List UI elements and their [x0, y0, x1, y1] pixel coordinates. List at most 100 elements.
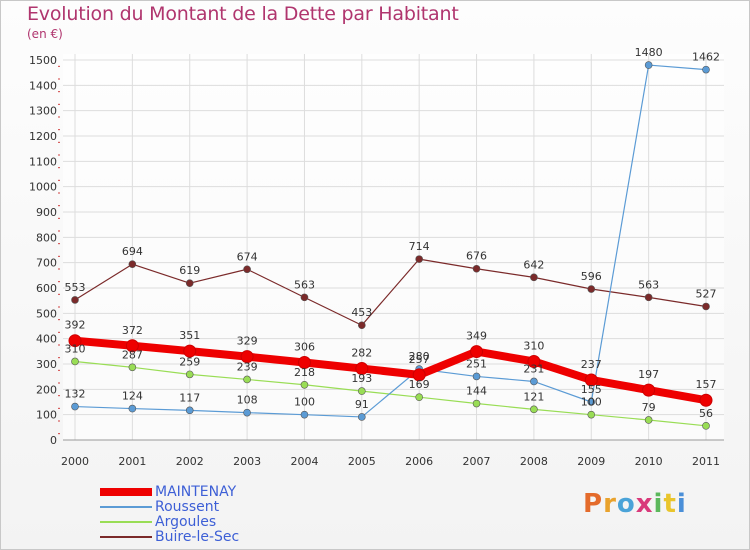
data-label: 56 — [699, 407, 713, 420]
x-tick-label: 2010 — [635, 455, 663, 468]
series-point-buire-le-sec — [358, 321, 366, 330]
series-line-buire-le-sec — [74, 258, 707, 326]
series-point-argoules — [358, 387, 366, 395]
x-tick-label: 2001 — [118, 455, 146, 468]
series-point-maintenay — [240, 350, 254, 364]
x-tick-label: 2009 — [577, 455, 605, 468]
y-tick-label: 600 — [36, 282, 57, 295]
x-tick-label: 2003 — [233, 455, 261, 468]
series-point-argoules — [300, 380, 309, 389]
legend-label: Buire-le-Sec — [155, 529, 240, 545]
series-point-buire-le-sec — [71, 296, 79, 304]
y-tick-label: 900 — [36, 206, 57, 219]
data-label: 349 — [466, 330, 487, 343]
data-label: 231 — [523, 362, 544, 375]
series-point-argoules — [415, 393, 423, 401]
data-label: 527 — [696, 287, 717, 300]
data-label: 169 — [409, 378, 430, 391]
series-point-argoules — [243, 375, 251, 384]
data-label: 91 — [355, 398, 369, 411]
y-tick-label: 1500 — [29, 54, 57, 67]
data-label: 259 — [179, 355, 200, 368]
data-label: 144 — [466, 385, 487, 398]
data-label: 121 — [523, 390, 544, 403]
series-line-roussent — [74, 64, 707, 418]
series-point-argoules — [644, 416, 653, 424]
series-point-roussent — [702, 65, 710, 74]
series-point-argoules — [128, 363, 137, 372]
series-point-argoules — [71, 357, 79, 366]
y-tick-label: 1200 — [29, 130, 57, 143]
series-line-maintenay — [71, 336, 710, 405]
data-labels-layer: 392 372 351 329 306 282 257 349 310 237 197 157 132 1… — [65, 46, 721, 420]
data-label: 1462 — [692, 51, 720, 64]
series-point-argoules — [472, 399, 481, 408]
series-point-maintenay — [470, 345, 484, 359]
series-point-maintenay — [699, 393, 713, 407]
data-label: 157 — [696, 378, 717, 391]
data-label: 79 — [642, 401, 656, 414]
data-label: 100 — [294, 396, 315, 409]
y-tick-label: 500 — [36, 307, 57, 320]
axes: 0 100 200 300 400 500 600 700 800 900 1000 1100 1200… — [29, 54, 724, 468]
data-label: 257 — [409, 353, 430, 366]
series-point-maintenay — [297, 355, 311, 369]
x-tick-label: 2002 — [176, 455, 204, 468]
data-label: 310 — [65, 342, 86, 355]
data-label: 155 — [581, 383, 602, 396]
data-label: 642 — [523, 258, 544, 271]
series-point-argoules — [530, 405, 538, 414]
data-label: 282 — [351, 347, 372, 360]
series-line-argoules — [74, 360, 707, 427]
legend-swatch — [100, 488, 152, 496]
y-tick-label: 300 — [36, 358, 57, 371]
data-label: 117 — [179, 391, 200, 404]
series-point-roussent — [644, 61, 653, 69]
series-point-roussent — [243, 408, 251, 417]
series-point-roussent — [71, 402, 79, 411]
x-tick-label: 2007 — [463, 455, 491, 468]
x-tick-label: 2004 — [290, 455, 318, 468]
chart-unit: (en €) — [27, 27, 63, 41]
data-label: 563 — [294, 278, 315, 291]
proxiti-logo: Proxiti — [583, 489, 687, 519]
series-point-argoules — [702, 422, 710, 430]
y-tick-label: 1400 — [29, 79, 57, 92]
y-tick-label: 700 — [36, 257, 57, 270]
data-label: 218 — [294, 366, 315, 379]
y-tick-label: 1100 — [29, 155, 57, 168]
y-tick-label: 0 — [50, 434, 57, 447]
series-point-roussent — [358, 413, 366, 421]
data-label: 351 — [179, 329, 200, 342]
data-label: 132 — [65, 388, 86, 401]
series-point-roussent — [128, 404, 137, 413]
data-label: 1480 — [635, 46, 663, 59]
legend-swatch — [100, 506, 152, 508]
data-label: 694 — [122, 245, 143, 258]
data-label: 310 — [523, 339, 544, 352]
x-tick-label: 2008 — [520, 455, 548, 468]
data-label: 108 — [237, 394, 258, 407]
data-label: 280 — [409, 350, 430, 363]
series-point-buire-le-sec — [644, 293, 653, 302]
series-point-argoules — [185, 370, 194, 379]
series-point-maintenay — [527, 354, 541, 368]
data-label: 372 — [122, 324, 143, 337]
series-point-argoules — [587, 410, 596, 419]
series-point-maintenay — [125, 339, 139, 353]
series-point-roussent — [587, 398, 596, 406]
series-point-buire-le-sec — [702, 302, 710, 311]
y-tick-label: 1000 — [29, 181, 57, 194]
series-point-roussent — [185, 406, 194, 415]
legend-label: MAINTENAY — [155, 484, 237, 500]
y-tick-label: 200 — [36, 383, 57, 396]
data-label: 676 — [466, 250, 487, 263]
data-label: 674 — [237, 250, 258, 263]
data-label: 453 — [351, 306, 372, 319]
series-point-roussent — [300, 410, 309, 419]
data-label: 329 — [237, 335, 258, 348]
data-label: 553 — [65, 281, 86, 294]
data-label: 197 — [638, 368, 659, 381]
y-tick-label: 1300 — [29, 105, 57, 118]
series-point-maintenay — [68, 334, 82, 348]
